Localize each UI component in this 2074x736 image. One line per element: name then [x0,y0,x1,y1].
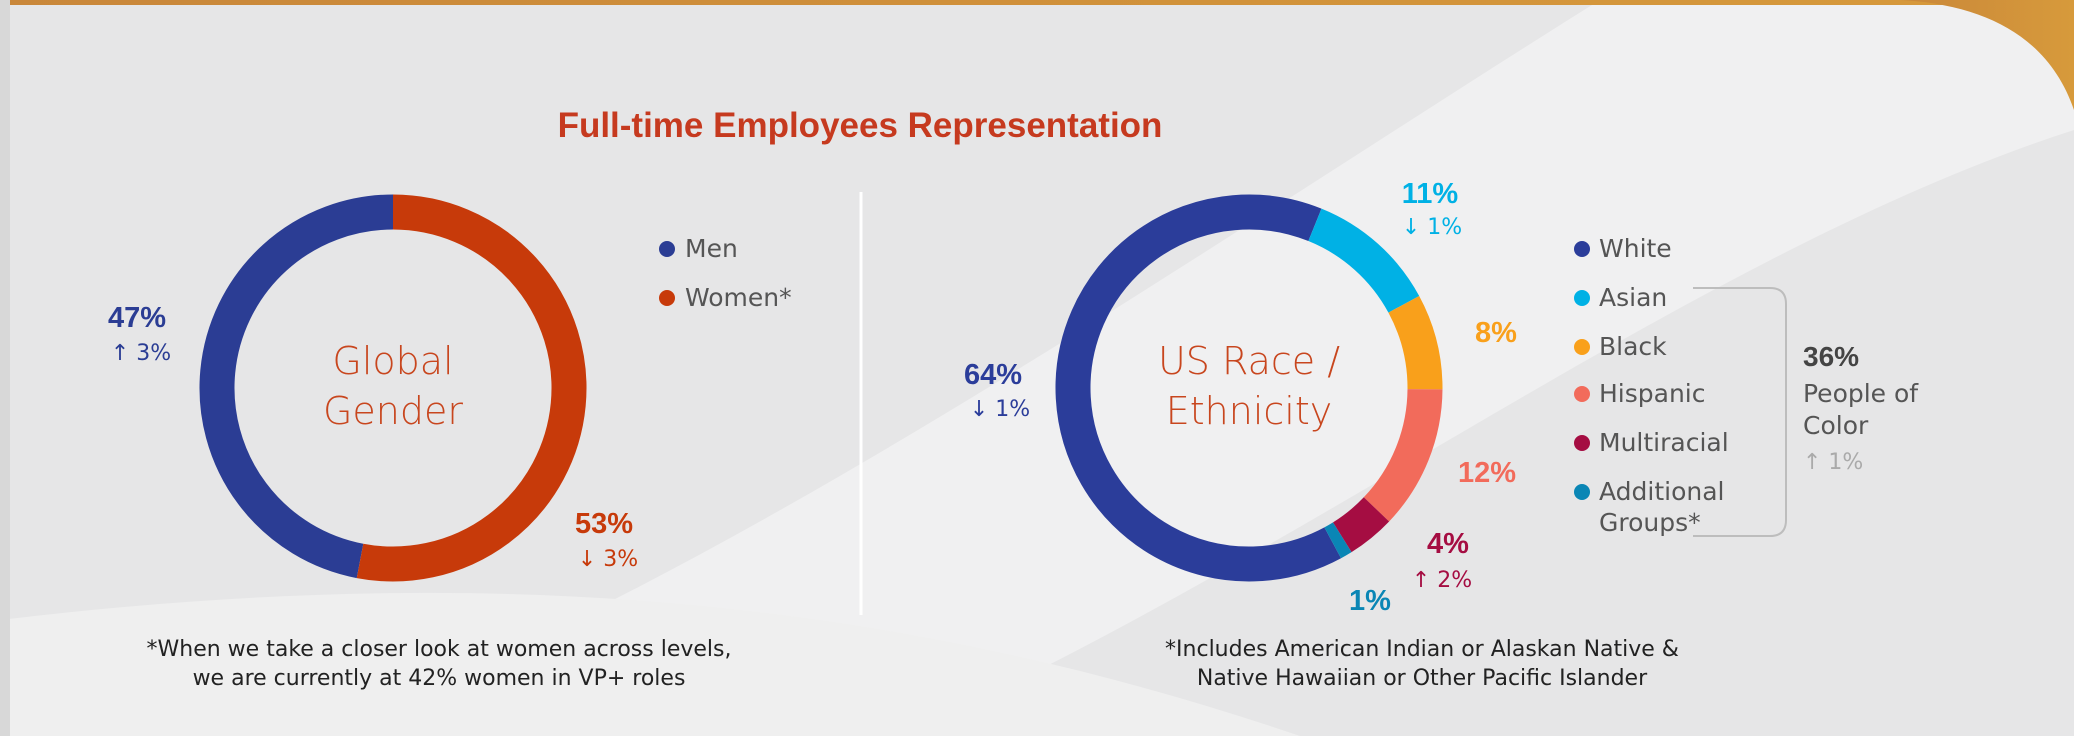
legend-dot [1574,386,1590,402]
donut-segment [1332,497,1390,553]
value-label: 8% [1475,317,1517,349]
legend-label: Multiracial [1599,428,1729,457]
donut-segment [1308,208,1420,313]
swoosh [300,0,2074,736]
change-label: ↓ 1% [1401,215,1463,240]
swoosh [0,592,1300,736]
legend-dot [1574,339,1590,355]
change-label: ↓ 3% [577,547,639,572]
footnote: we are currently at 42% women in VP+ rol… [192,666,686,691]
title: Full-time Employees Representation [557,106,1163,145]
legend-dot [1574,290,1590,306]
donut-segment [356,194,587,582]
change-label: ↓ 1% [969,397,1031,422]
legend-label: Men [685,234,738,263]
change-label: ↑ 3% [110,341,172,366]
value-label: 64% [963,359,1023,391]
footnote: *Includes American Indian or Alaskan Nat… [1165,637,1679,662]
donut-segment [1363,388,1443,522]
legend-label: Black [1599,332,1667,361]
legend-label: Hispanic [1599,379,1706,408]
value-label: 11% [1401,178,1459,210]
value-label: 53% [574,508,634,540]
legend-dot [1574,241,1590,257]
change-label: ↑ 2% [1411,568,1473,593]
top-band [0,0,2074,5]
value-label: 1% [1349,585,1391,617]
donut-segment [1388,295,1443,390]
bracket [1693,287,1787,537]
center-label: US Race / Ethnicity [1157,339,1341,433]
group-value: 36% [1803,341,1860,372]
donut-segment [1324,522,1352,559]
value-label: 12% [1457,457,1517,489]
legend-dot [1574,435,1590,451]
donut-segment [1055,194,1342,582]
value-label: 4% [1427,528,1469,560]
legend-dot [1574,484,1590,500]
legend-label: White [1599,234,1672,263]
value-label: 47% [107,302,167,334]
footnote: *When we take a closer look at women acr… [146,637,732,662]
footnote: Native Hawaiian or Other Pacific Islande… [1196,666,1648,691]
legend-label: Women* [685,283,792,312]
donut-segment [199,194,394,579]
legend-label: Asian [1599,283,1668,312]
group-text: People of Color [1803,379,1919,440]
group-change: ↑ 1% [1803,450,1864,475]
center-label: Global Gender [322,339,464,433]
legend-dot [659,290,675,306]
legend-dot [659,241,675,257]
left-edge [0,0,10,736]
legend-label: Additional Groups* [1599,477,1725,537]
corner [1900,0,2074,110]
